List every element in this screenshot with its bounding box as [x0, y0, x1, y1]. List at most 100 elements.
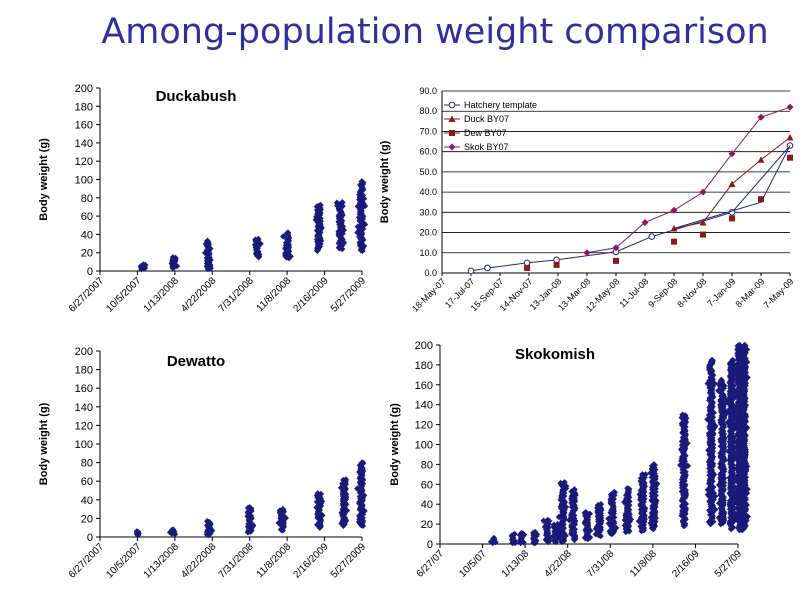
y-tick-label: 160	[415, 380, 433, 392]
data-point	[737, 470, 745, 478]
data-point	[742, 506, 749, 513]
data-point	[684, 440, 691, 447]
data-point	[560, 493, 567, 500]
data-point	[741, 397, 748, 405]
series-hatchery-template	[467, 142, 794, 275]
y-tick-label: 80	[81, 193, 93, 205]
data-point	[786, 103, 794, 111]
data-point	[359, 215, 367, 223]
data-point	[726, 457, 733, 464]
data-point	[742, 494, 749, 502]
y-tick-label: 90.0	[419, 86, 437, 96]
y-axis-label: Body weight (g)	[389, 403, 401, 486]
data-point	[313, 236, 321, 243]
x-tick-label: 7/31/2008	[217, 275, 257, 315]
y-tick-label: 120	[415, 420, 433, 432]
x-tick-label: 7/31/08	[585, 548, 617, 580]
data-point	[562, 532, 569, 539]
series-dew-by07	[524, 154, 793, 271]
data-point	[710, 379, 718, 387]
data-point	[719, 471, 727, 478]
y-tick-label: 20	[81, 513, 93, 525]
data-point	[313, 504, 320, 511]
data-point	[339, 230, 346, 237]
x-tick-label: 2/16/2009	[291, 541, 331, 581]
data-point	[247, 505, 254, 513]
x-tick-label: 7-Jan-09	[705, 276, 737, 308]
y-tick-label: 70.0	[419, 126, 437, 136]
data-point	[740, 407, 747, 414]
data-point	[739, 492, 746, 500]
y-tick-label: 20.0	[419, 228, 437, 238]
data-point	[467, 267, 475, 275]
data-point	[705, 518, 713, 526]
x-tick-label: 4/22/2008	[179, 541, 219, 581]
data-point	[562, 503, 570, 511]
series-line	[586, 106, 791, 254]
data-point	[736, 341, 743, 349]
y-axis-label: Body weight (g)	[38, 402, 50, 485]
data-point	[740, 374, 747, 382]
data-point	[361, 202, 369, 210]
data-point	[727, 469, 735, 476]
data-point	[553, 256, 560, 264]
data-point	[544, 516, 551, 524]
data-point	[739, 379, 746, 386]
data-point	[639, 472, 647, 479]
data-point	[244, 513, 251, 520]
data-point	[621, 498, 628, 506]
data-point	[735, 352, 743, 359]
x-tick-label: 11/8/2008	[255, 275, 294, 314]
data-point	[355, 214, 363, 221]
y-tick-label: 40.0	[419, 187, 437, 197]
data-point	[557, 479, 564, 487]
x-tick-label: 4/22/2008	[179, 275, 219, 315]
y-tick-label: 0	[87, 532, 93, 544]
data-point	[670, 206, 678, 214]
data-point	[284, 229, 292, 236]
series-connector	[673, 145, 791, 229]
data-point	[743, 346, 751, 353]
x-tick-label: 4/22/08	[542, 548, 574, 580]
legend: Hatchery template Duck BY07 Dew BY07 Skok B…	[444, 100, 537, 152]
y-tick-label: 180	[75, 365, 93, 377]
x-tick-label: 5/27/09	[713, 548, 745, 580]
data-point	[354, 229, 361, 236]
data-point	[339, 212, 346, 219]
data-point	[361, 221, 369, 228]
data-point	[718, 387, 725, 395]
template-comparison-chart: 0.0 10.0 20.0 30.0 40.0 50.0 60.0 70.0 80.0 90.0 1…	[379, 86, 795, 314]
x-tick-label: 7-May-09	[761, 276, 795, 310]
data-point	[339, 223, 346, 230]
data-point	[318, 498, 326, 505]
data-point	[560, 525, 567, 532]
data-point	[354, 485, 361, 492]
data-point	[726, 432, 734, 440]
legend-label: Skok BY07	[464, 142, 509, 152]
data-point	[741, 444, 749, 452]
data-point	[740, 412, 747, 420]
data-point	[170, 258, 178, 265]
data-point	[730, 448, 737, 455]
data-point	[743, 424, 751, 431]
x-tick-label: 6/27/2007	[67, 541, 107, 581]
data-point	[787, 154, 793, 161]
data-point	[680, 522, 688, 530]
y-tick-label: 180	[415, 360, 433, 372]
data-point	[678, 445, 685, 453]
data-point	[715, 381, 723, 388]
y-tick-label: 40	[421, 499, 433, 511]
y-tick-label: 180	[75, 101, 93, 113]
data-point	[142, 261, 149, 269]
data-point	[678, 482, 686, 489]
data-point	[313, 227, 321, 234]
y-tick-label: 140	[75, 138, 93, 150]
legend-label: Hatchery template	[464, 100, 537, 110]
data-point	[725, 407, 733, 415]
data-point	[736, 384, 744, 391]
x-tick-label: 5/27/2009	[329, 275, 369, 315]
data-point	[284, 239, 291, 246]
data-point	[641, 218, 649, 226]
data-point	[699, 188, 707, 196]
data-point	[612, 244, 620, 252]
